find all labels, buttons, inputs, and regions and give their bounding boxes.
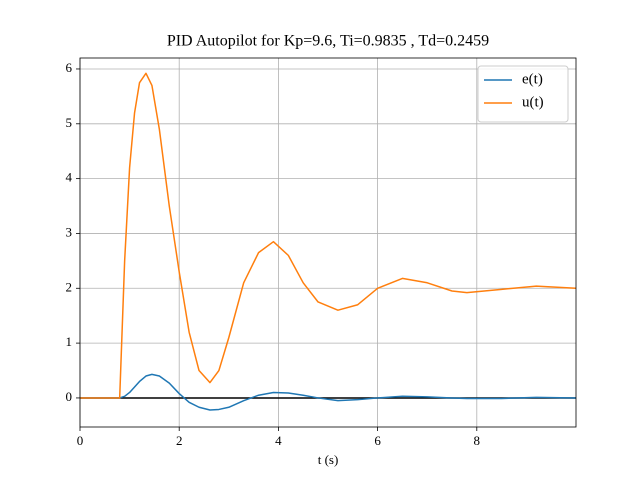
series-line (80, 72, 576, 399)
plot-frame (79, 57, 577, 428)
x-axis-label: t (s) (318, 452, 339, 467)
y-tick-label: 6 (66, 60, 73, 75)
chart-title: PID Autopilot for Kp=9.6, Ti=0.9835 , Td… (167, 33, 489, 50)
y-tick-label: 0 (66, 389, 73, 404)
x-tick-label: 2 (176, 433, 183, 448)
y-tick-label: 2 (66, 279, 73, 294)
series-line (80, 373, 576, 411)
y-tick-label: 5 (66, 115, 73, 130)
y-tick-label: 3 (66, 224, 73, 239)
y-tick-label: 1 (66, 334, 73, 349)
x-tick-label: 6 (374, 433, 381, 448)
x-tick-label: 4 (275, 433, 282, 448)
legend-label: u(t) (522, 94, 544, 110)
legend-label: e(t) (522, 71, 543, 87)
x-tick-label: 0 (77, 433, 84, 448)
x-tick-label: 8 (474, 433, 481, 448)
y-tick-label: 4 (66, 170, 73, 185)
